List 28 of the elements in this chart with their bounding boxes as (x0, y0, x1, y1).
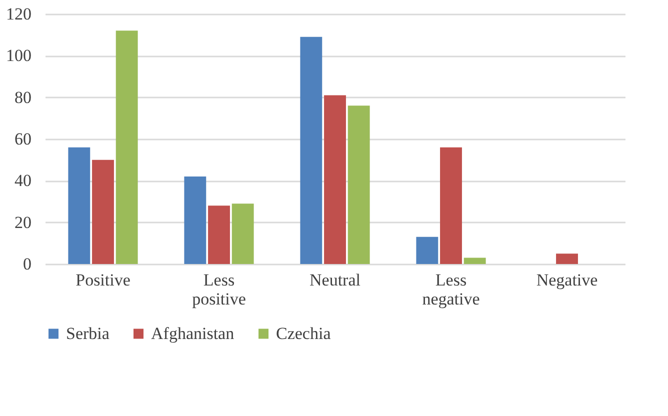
y-tick-label: 20 (14, 212, 32, 232)
y-tick-label: 0 (23, 254, 32, 274)
y-tick-label: 100 (6, 46, 32, 66)
x-tick-label: Negative (536, 270, 598, 290)
y-tick-label: 60 (14, 130, 32, 148)
bar (440, 147, 462, 264)
bar (68, 147, 90, 264)
bar (208, 206, 230, 264)
legend-label: Afghanistan (151, 324, 235, 343)
bar (324, 95, 346, 264)
x-tick-label: Less positive (192, 270, 246, 308)
x-tick-label: Positive (76, 270, 130, 290)
bar (348, 106, 370, 264)
legend-label: Czechia (276, 324, 332, 343)
y-tick-label: 40 (14, 171, 32, 190)
x-tick-label: Less negative (422, 270, 480, 308)
y-tick-label: 80 (14, 88, 32, 107)
x-tick-label: Neutral (310, 270, 361, 290)
bar (184, 176, 206, 264)
bar (556, 254, 578, 264)
bar (92, 160, 114, 264)
bar (232, 204, 254, 264)
legend-label: Serbia (66, 324, 110, 343)
bar (416, 236, 438, 264)
bar (464, 258, 486, 264)
bar (116, 30, 138, 264)
y-tick-label: 120 (6, 4, 32, 24)
bar (300, 36, 322, 264)
